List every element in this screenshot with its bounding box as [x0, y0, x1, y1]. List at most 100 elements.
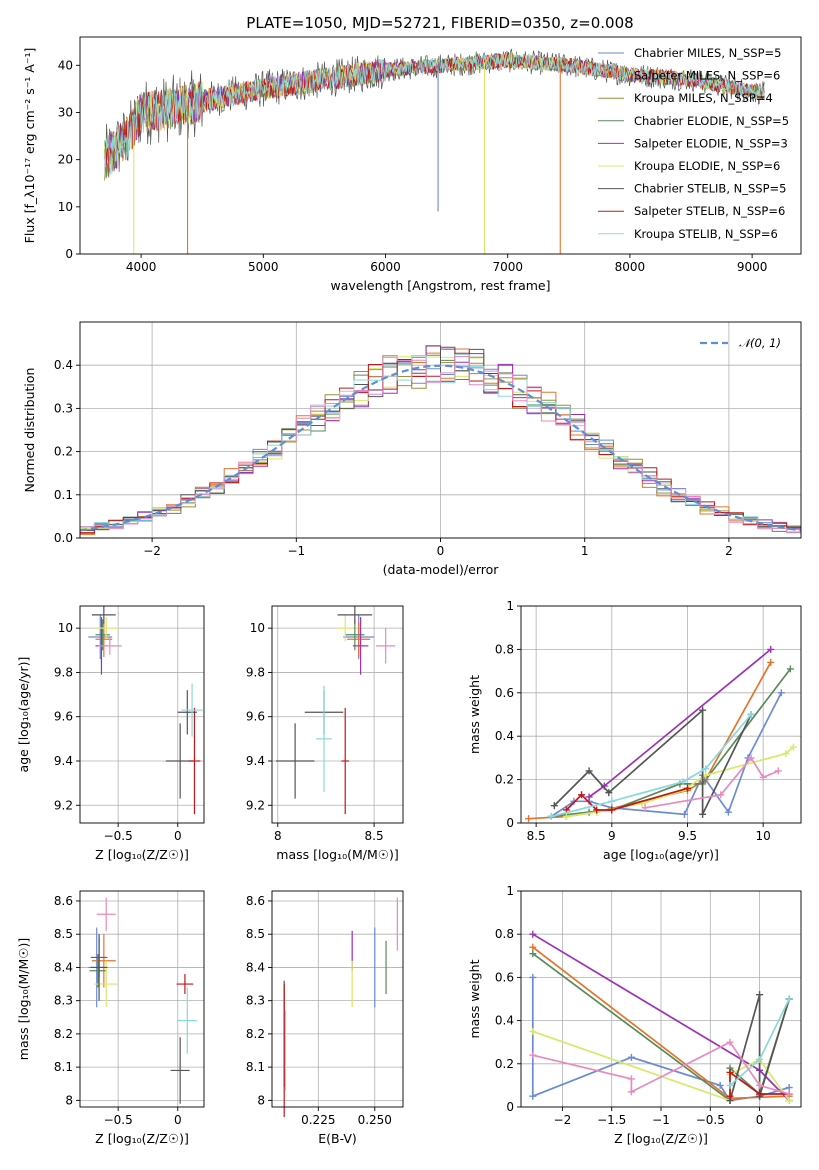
y-tick-label: 0.1 [54, 488, 73, 502]
x-axis-label: mass [log₁₀(M/M☉)] [276, 847, 398, 862]
y-tick-label: 0.4 [495, 1014, 514, 1028]
x-axis-label: E(B-V) [318, 1131, 357, 1146]
mass-weight-marker [767, 645, 775, 653]
mass-weight-line [532, 1041, 790, 1095]
y-axis-label: age [log₁₀(age/yr)] [16, 657, 31, 773]
x-tick-label: 1 [581, 544, 589, 558]
x-tick-label: 2 [725, 544, 733, 558]
mass-weight-marker [786, 665, 794, 673]
mass-weight-marker [679, 778, 687, 786]
mass-weight-marker [585, 793, 593, 801]
x-tick-label: 0.250 [358, 1113, 392, 1127]
y-axis-label: Normed distribution [22, 368, 37, 493]
x-tick-label: 9.5 [678, 829, 697, 843]
x-tick-label: 10 [756, 829, 771, 843]
mass-weight-marker [680, 810, 688, 818]
x-tick-label: 0 [437, 544, 445, 558]
mass-vs-ebv-panel: 0.225 0.250 8 8.1 8.2 8.3 8.4 8.5 8.6 E(B-V) [246, 890, 404, 1146]
y-tick-label: 10 [58, 200, 73, 214]
mass-weight-marker [759, 773, 767, 781]
mass-weight-line [553, 708, 752, 815]
plot-frame [79, 605, 205, 824]
y-tick-label: 9.8 [54, 665, 73, 679]
y-tick-label: 0.4 [495, 729, 514, 743]
x-tick-label: 8.5 [527, 829, 546, 843]
mass-weight-marker [627, 1088, 635, 1096]
mass-weight-marker [756, 1090, 764, 1098]
mass-weight-vs-age-panel: 8.5 9 9.5 10 0 0.2 0.4 0.6 0.8 1 age [log₁₀(age/yr… [467, 599, 802, 862]
y-tick-label: 40 [58, 58, 73, 72]
mass-weight-marker [767, 658, 775, 666]
mass-weight-marker [593, 806, 601, 814]
mass-weight-marker [529, 1051, 537, 1059]
y-tick-label: 8.2 [54, 1027, 73, 1041]
x-axis-label: (data-model)/error [383, 562, 500, 577]
mass-weight-marker [529, 1092, 537, 1100]
mass-weight-marker [726, 1092, 734, 1100]
mass-weight-marker [578, 791, 586, 799]
y-axis-label: mass weight [467, 959, 482, 1038]
x-tick-label: 9000 [737, 260, 768, 274]
mass-weight-marker [756, 991, 764, 999]
y-tick-label: 30 [58, 105, 73, 119]
legend-entry: Salpeter ELODIE, N_SSP=3 [634, 136, 788, 150]
x-tick-label: −1 [287, 544, 305, 558]
x-axis-label: Z [log₁₀(Z/Z☉)] [614, 1131, 708, 1146]
y-tick-label: 9.4 [54, 754, 73, 768]
mass-weight-marker [756, 1081, 764, 1089]
mass-weight-marker [627, 1053, 635, 1061]
x-tick-label: −0.5 [104, 1113, 133, 1127]
y-tick-label: 8.6 [246, 894, 265, 908]
x-tick-label: 9 [608, 829, 616, 843]
mass-weight-marker [774, 767, 782, 775]
mass-weight-marker [608, 806, 616, 814]
mass-weight-marker [529, 950, 537, 958]
mass-weight-marker [726, 1081, 734, 1089]
plot-frame [79, 36, 802, 255]
age-vs-mass-panel: 8 8.5 9.2 9.4 9.6 9.8 10 mass [log₁₀(M/M☉)] [246, 605, 404, 862]
x-tick-label: 0 [174, 1113, 182, 1127]
y-tick-label: 0.8 [495, 642, 514, 656]
legend-entry: Chabrier STELIB, N_SSP=5 [634, 182, 786, 196]
x-tick-label: 4000 [126, 260, 157, 274]
mass-weight-marker [683, 784, 691, 792]
y-tick-label: 0 [506, 816, 514, 830]
x-axis-label: Z [log₁₀(Z/Z☉)] [95, 847, 189, 862]
y-tick-label: 10 [250, 621, 265, 635]
y-tick-label: 9.6 [54, 710, 73, 724]
mass-weight-marker [785, 995, 793, 1003]
figure-title: PLATE=1050, MJD=52721, FIBERID=0350, z=0… [246, 14, 633, 32]
mass-weight-marker [717, 791, 725, 799]
y-axis-label: mass weight [467, 675, 482, 754]
mass-weight-marker [724, 808, 732, 816]
y-tick-label: 8.1 [54, 1060, 73, 1074]
x-tick-label: 6000 [370, 260, 401, 274]
y-tick-label: 8.3 [54, 994, 73, 1008]
mass-weight-marker [699, 810, 707, 818]
mass-weight-marker [525, 815, 533, 823]
x-tick-label: −0.5 [696, 1113, 725, 1127]
legend-entry: Kroupa ELODIE, N_SSP=6 [634, 159, 780, 173]
x-tick-label: −1.5 [597, 1113, 626, 1127]
y-tick-label: 0.4 [54, 358, 73, 372]
legend-entry: Salpeter MILES, N_SSP=6 [634, 69, 780, 83]
y-tick-label: 8.6 [54, 894, 73, 908]
mass-weight-vs-metallicity-panel: −2 −1.5 −1 −0.5 0 0 0.2 0.4 0.6 0.8 1 Z [log₁₀(Z/Z☉… [467, 884, 802, 1146]
y-tick-label: 0.2 [495, 1057, 514, 1071]
y-tick-label: 8.2 [246, 1027, 265, 1041]
x-tick-label: −2 [554, 1113, 572, 1127]
mass-weight-marker [605, 789, 613, 797]
mass-weight-marker [747, 754, 755, 762]
mass-weight-marker [789, 743, 797, 751]
legend-entry: Chabrier ELODIE, N_SSP=5 [634, 114, 789, 128]
x-tick-label: 8000 [615, 260, 646, 274]
y-tick-label: 8 [257, 1093, 265, 1107]
mass-weight-marker [547, 812, 555, 820]
legend-entry: 𝒩(0, 1) [739, 336, 781, 350]
legend-entry: Chabrier MILES, N_SSP=5 [634, 46, 781, 60]
mass-weight-marker [726, 1068, 734, 1076]
y-tick-label: 8 [65, 1093, 73, 1107]
x-tick-label: 0 [756, 1113, 764, 1127]
y-tick-label: 10 [58, 621, 73, 635]
plot-frame [271, 605, 404, 824]
